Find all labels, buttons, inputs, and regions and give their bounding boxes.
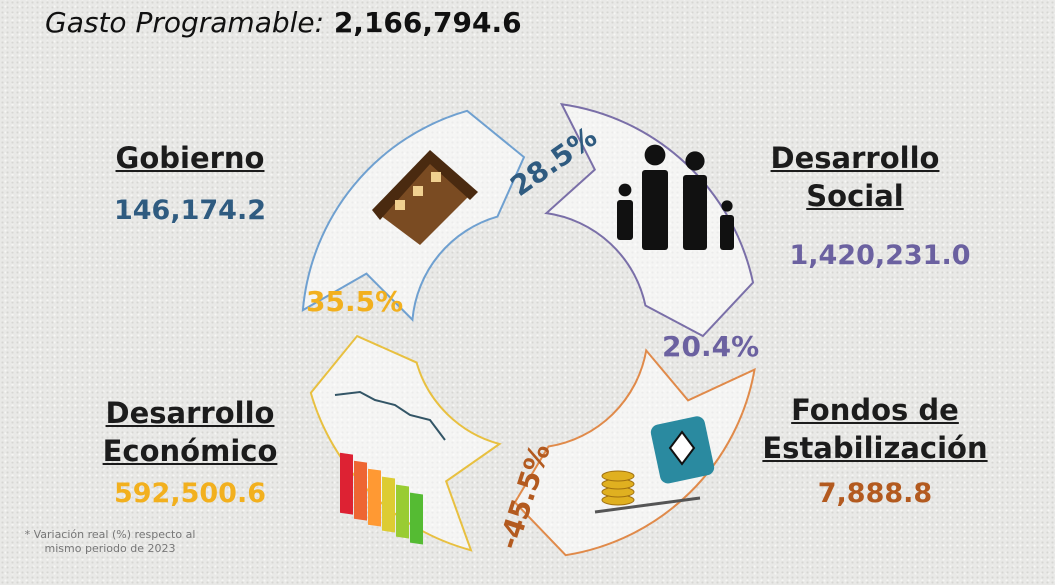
section-amount: 592,500.6 [113, 478, 267, 509]
section-name: Desarrollo Social [770, 141, 940, 213]
icon [642, 170, 668, 250]
icon [601, 470, 635, 482]
icon [683, 175, 707, 250]
arrow [513, 348, 756, 557]
icon [372, 150, 478, 220]
icon [685, 151, 705, 171]
icon [413, 186, 423, 196]
total: 2,166,794.6 [333, 6, 522, 39]
footnote: * Variación real (%) respecto al mismo p… [24, 528, 196, 555]
icon [668, 430, 696, 466]
section-name: Gobierno [115, 141, 265, 175]
icon [720, 215, 734, 250]
section-name: Fondos de Estabilización [762, 393, 988, 465]
icon [644, 144, 666, 166]
icon [617, 200, 633, 240]
icon [340, 452, 353, 515]
icon [618, 183, 632, 197]
icon [382, 476, 395, 533]
icon [368, 468, 381, 527]
section-amount: 1,420,231.0 [789, 240, 971, 271]
icon [395, 200, 405, 210]
icon [396, 484, 409, 539]
icon [380, 160, 470, 245]
icon [410, 492, 423, 545]
title: Gasto Programable: [45, 6, 325, 39]
section-change: 35.5% [306, 285, 404, 318]
section-change: 20.4% [662, 330, 760, 363]
section-name: Desarrollo Económico [102, 396, 278, 468]
icon [334, 390, 446, 441]
icon [431, 172, 441, 182]
icon [354, 460, 367, 521]
section-amount: 146,174.2 [113, 195, 267, 226]
section-amount: 7,888.8 [817, 478, 933, 509]
title-row: Gasto Programable: 2,166,794.6 [45, 6, 522, 39]
icon [594, 496, 701, 514]
icon [721, 200, 733, 212]
